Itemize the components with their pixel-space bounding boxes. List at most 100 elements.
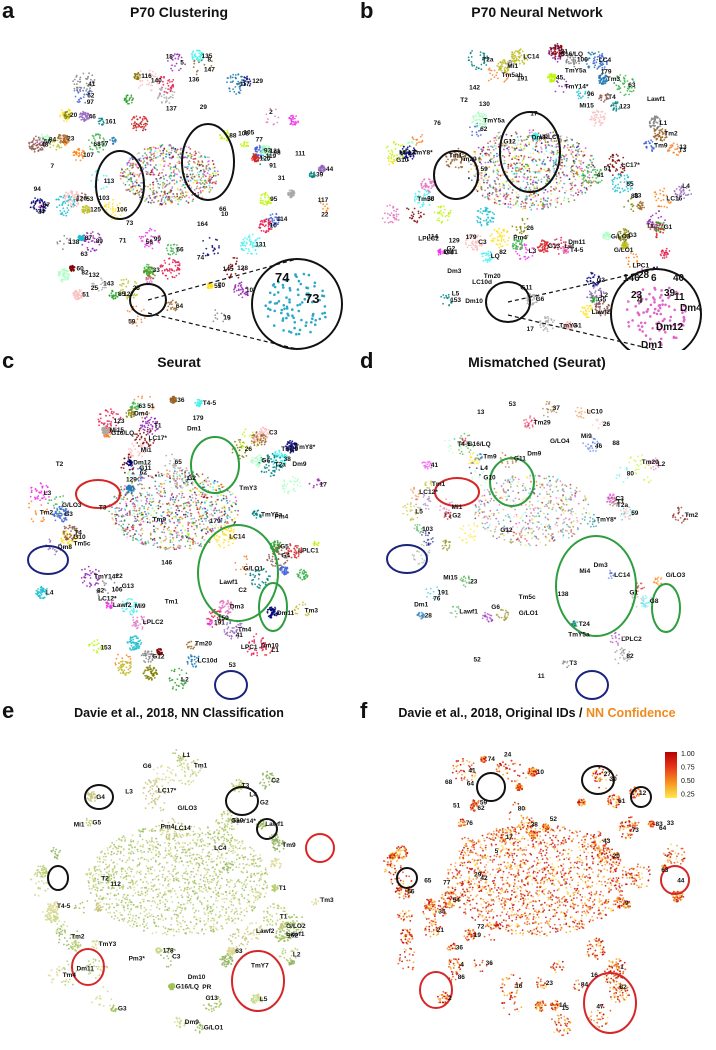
cell-point — [545, 133, 548, 135]
cell-point — [239, 143, 242, 146]
cell-point — [618, 88, 620, 91]
cell-point — [546, 180, 549, 183]
cell-point — [529, 206, 531, 209]
cell-point — [254, 158, 256, 161]
cell-point — [297, 293, 300, 297]
cell-point — [236, 257, 238, 260]
cell-point — [116, 295, 118, 298]
cell-point — [476, 219, 479, 222]
cell-point — [510, 164, 513, 167]
cell-point — [63, 136, 66, 139]
cell-point — [507, 206, 510, 208]
cell-point — [148, 245, 150, 248]
cell-point — [538, 151, 540, 154]
cell-point — [491, 211, 494, 214]
cell-point — [319, 167, 321, 170]
cell-point — [162, 194, 165, 197]
cell-point — [126, 168, 129, 170]
cell-point — [192, 173, 194, 176]
cell-point — [523, 244, 526, 247]
cell-point — [267, 223, 270, 226]
cell-point — [466, 246, 469, 249]
cell-point — [137, 74, 140, 77]
cell-point — [188, 160, 191, 162]
cell-point — [549, 158, 552, 161]
cell-point — [548, 168, 550, 171]
cell-point — [257, 159, 260, 162]
cell-point — [82, 157, 84, 159]
cell-point — [149, 173, 152, 176]
cell-point — [97, 240, 99, 243]
cell-point — [578, 165, 581, 168]
cell-point — [615, 162, 618, 165]
cell-point — [231, 264, 234, 267]
cell-point — [563, 199, 565, 202]
cell-point — [135, 305, 138, 308]
cell-point — [102, 120, 105, 123]
cell-point — [89, 145, 91, 148]
cell-point — [547, 141, 549, 143]
cell-point — [174, 261, 177, 264]
cell-point — [126, 162, 129, 165]
cell-point — [269, 308, 272, 312]
cell-point — [121, 292, 123, 295]
cell-point — [507, 184, 510, 187]
cell-point — [484, 189, 486, 192]
cell-point — [249, 83, 252, 85]
cell-point — [39, 199, 41, 202]
cell-point — [658, 118, 661, 120]
cell-point — [208, 68, 211, 70]
cell-point — [615, 168, 618, 170]
cell-point — [260, 194, 263, 197]
cell-point — [517, 139, 520, 142]
cell-point — [292, 194, 294, 197]
cell-point — [172, 247, 175, 250]
cell-point — [617, 76, 620, 79]
cell-point — [160, 152, 162, 155]
cell-point — [127, 161, 130, 164]
cell-point — [480, 177, 483, 180]
cell-point — [38, 143, 41, 146]
cell-point — [575, 154, 578, 157]
cell-point — [511, 156, 514, 159]
cell-point — [33, 150, 36, 153]
cell-point — [517, 155, 520, 158]
cell-point — [111, 218, 113, 221]
cell-point — [163, 96, 166, 99]
cell-point — [160, 159, 163, 162]
cell-point — [486, 179, 489, 182]
cell-point — [69, 109, 71, 112]
cell-point — [498, 164, 501, 167]
cell-point — [71, 191, 74, 194]
cell-point — [175, 253, 178, 256]
cell-point — [309, 175, 311, 178]
cell-point — [119, 202, 121, 205]
cell-point — [323, 311, 327, 315]
cell-point — [82, 293, 84, 296]
cell-point — [482, 58, 484, 61]
cell-point — [226, 132, 229, 135]
cell-point — [246, 144, 249, 147]
cell-point — [210, 65, 213, 67]
cell-point — [226, 81, 228, 84]
cell-point — [186, 167, 189, 170]
cell-point — [417, 194, 420, 197]
cell-point — [64, 275, 66, 278]
cell-point — [290, 192, 293, 195]
cell-point — [613, 82, 616, 84]
cell-point — [150, 228, 153, 231]
cell-point — [515, 170, 517, 172]
cell-point — [247, 236, 250, 238]
cell-point — [59, 114, 62, 117]
cell-point — [521, 163, 523, 166]
cell-point — [162, 177, 165, 179]
cell-point — [210, 178, 213, 181]
cell-point — [522, 207, 525, 210]
cell-point — [571, 155, 574, 157]
cell-point — [146, 120, 149, 123]
cell-point — [630, 86, 633, 89]
cell-point — [82, 118, 85, 121]
cell-point — [505, 181, 508, 183]
cell-point — [167, 305, 170, 308]
cell-point — [320, 169, 323, 172]
